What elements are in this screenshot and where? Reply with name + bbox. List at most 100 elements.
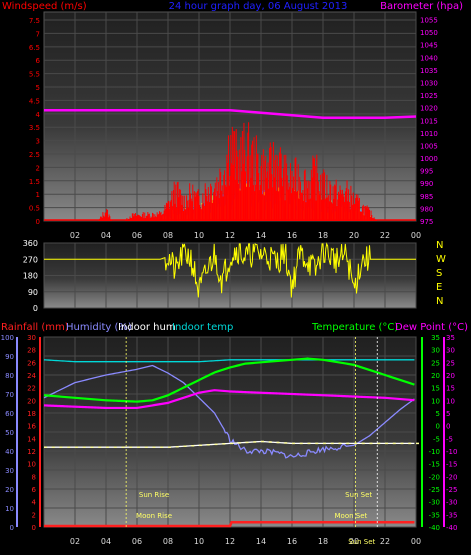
direction-tick-label: 270 — [23, 255, 38, 264]
dewpoint-axis-label: Dew Point (°C) — [395, 322, 468, 333]
x-tick-label: 00 — [411, 231, 421, 240]
temperature-tick-label: 20 — [431, 372, 440, 380]
temperature-tick-label: -20 — [429, 473, 440, 481]
barometer-tick-label: 1010 — [420, 130, 438, 138]
rain-tick-label: 12 — [27, 448, 36, 456]
humidity-tick-label: 50 — [5, 429, 14, 437]
barometer-tick-label: 980 — [420, 205, 433, 213]
x-tick-label: 22 — [380, 231, 390, 240]
temperature-tick-label: 25 — [431, 359, 440, 367]
rain-tick-label: 14 — [27, 435, 36, 443]
wind-panel: 0 0.5 1 1.5 2 2.5 3 3.5 4 4.5 5 5.5 6 6.5 7 7.5 975 980 9… — [2, 1, 463, 240]
humidity-tick-label: 20 — [5, 486, 14, 494]
windspeed-tick-label: 7.5 — [29, 17, 40, 25]
windspeed-tick-label: 3.5 — [29, 124, 40, 132]
temperature-tick-label: 30 — [431, 347, 440, 355]
x-tick-label: 12 — [225, 537, 235, 546]
compass-label: S — [436, 268, 442, 279]
rain-tick-label: 24 — [27, 372, 36, 380]
barometer-tick-label: 1050 — [420, 29, 438, 37]
dewpoint-tick-label: 5 — [446, 410, 450, 418]
rain-tick-label: 4 — [32, 499, 37, 507]
rain-tick-label: 10 — [27, 461, 36, 469]
x-tick-label: 16 — [287, 231, 297, 240]
x-tick-label: 14 — [256, 231, 266, 240]
dewpoint-tick-label: -20 — [446, 473, 457, 481]
dewpoint-tick-label: 30 — [446, 347, 455, 355]
windspeed-tick-label: 4.5 — [29, 97, 40, 105]
windspeed-axis-label: Windspeed (m/s) — [2, 1, 87, 12]
humidity-tick-label: 40 — [5, 448, 14, 456]
dewpoint-tick-label: 15 — [446, 385, 455, 393]
dewpoint-tick-label: 20 — [446, 372, 455, 380]
x-tick-label: 20 — [349, 231, 359, 240]
windspeed-tick-label: 1.5 — [29, 178, 40, 186]
x-tick-label: 02 — [70, 231, 80, 240]
barometer-tick-label: 1000 — [420, 155, 438, 163]
humidity-tick-label: 100 — [1, 334, 14, 342]
barometer-tick-label: 1015 — [420, 117, 438, 125]
temperature-tick-label: 5 — [436, 410, 440, 418]
x-tick-label: 16 — [287, 537, 297, 546]
x-tick-label: 08 — [163, 537, 173, 546]
barometer-line — [44, 108, 417, 120]
windspeed-tick-label: 2.5 — [29, 151, 40, 159]
compass-label: N — [436, 296, 443, 307]
x-tick-label: 00 — [411, 537, 421, 546]
x-tick-label: 10 — [194, 231, 204, 240]
x-tick-label: 04 — [101, 231, 111, 240]
dewpoint-tick-label: -40 — [446, 524, 457, 532]
temperature-tick-label: -5 — [433, 435, 440, 443]
indoor-hum-axis-label: Indoor hum — [118, 322, 176, 333]
humidity-axis-label: Humidity (%) — [66, 322, 132, 333]
compass-label: W — [436, 254, 446, 265]
barometer-tick-label: 1030 — [420, 80, 438, 88]
dewpoint-tick-label: -15 — [446, 461, 457, 469]
dewpoint-tick-label: -5 — [446, 435, 453, 443]
compass-label: E — [436, 282, 442, 293]
dewpoint-tick-label: -30 — [446, 499, 457, 507]
barometer-tick-label: 1020 — [420, 105, 438, 113]
humidity-tick-label: 60 — [5, 410, 14, 418]
temperature-tick-label: -25 — [429, 486, 440, 494]
barometer-tick-label: 975 — [420, 218, 433, 226]
windspeed-tick-label: 5 — [36, 84, 40, 92]
dewpoint-line — [43, 389, 415, 410]
x-tick-label: 06 — [132, 231, 142, 240]
rain-line — [44, 520, 415, 528]
rainfall-axis-label: Rainfall (mm) — [1, 322, 69, 333]
windspeed-tick-label: 0.5 — [29, 205, 40, 213]
x-tick-label: 10 — [194, 537, 204, 546]
x-tick-label: 18 — [318, 537, 328, 546]
windspeed-tick-label: 7 — [36, 30, 40, 38]
humidity-line — [43, 364, 415, 459]
temperature-tick-label: -30 — [429, 499, 440, 507]
x-tick-label: 12 — [225, 231, 235, 240]
rain-tick-label: 26 — [27, 359, 36, 367]
rain-tick-label: 30 — [27, 334, 36, 342]
x-tick-label: 18 — [318, 231, 328, 240]
barometer-tick-label: 985 — [420, 193, 433, 201]
astro-label: Sun Set — [345, 491, 372, 499]
barometer-tick-label: 1035 — [420, 67, 438, 75]
x-tick-label: 20 — [349, 537, 359, 546]
humidity-tick-label: 10 — [5, 505, 14, 513]
humidity-tick-label: 0 — [10, 524, 14, 532]
x-tick-label: 22 — [380, 537, 390, 546]
temperature-tick-label: 15 — [431, 385, 440, 393]
temperature-tick-label: 0 — [436, 423, 440, 431]
temperature-tick-label: 35 — [431, 334, 440, 342]
astro-label: Moon Rise — [136, 512, 172, 520]
dewpoint-tick-label: 10 — [446, 397, 455, 405]
barometer-tick-label: 1045 — [420, 42, 438, 50]
rain-tick-label: 6 — [32, 486, 37, 494]
windspeed-tick-label: 0 — [36, 218, 40, 226]
rain-tick-label: 20 — [27, 397, 36, 405]
astro-label: Sun Rise — [139, 491, 169, 499]
dewpoint-tick-label: 0 — [446, 423, 450, 431]
direction-tick-label: 0 — [33, 304, 38, 313]
barometer-tick-label: 1055 — [420, 17, 438, 25]
humidity-tick-label: 30 — [5, 467, 14, 475]
windspeed-tick-label: 3 — [36, 138, 40, 146]
